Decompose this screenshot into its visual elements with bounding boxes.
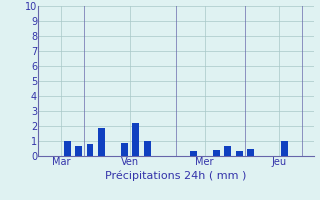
Bar — [282, 141, 288, 156]
Bar — [190, 151, 196, 156]
Bar — [75, 146, 82, 156]
Bar — [236, 151, 243, 156]
Bar — [64, 141, 70, 156]
Bar — [144, 141, 151, 156]
Bar — [132, 123, 139, 156]
Bar — [86, 144, 93, 156]
X-axis label: Précipitations 24h ( mm ): Précipitations 24h ( mm ) — [105, 170, 247, 181]
Bar — [98, 128, 105, 156]
Bar — [224, 146, 231, 156]
Bar — [247, 148, 254, 156]
Bar — [121, 143, 128, 156]
Bar — [213, 150, 220, 156]
